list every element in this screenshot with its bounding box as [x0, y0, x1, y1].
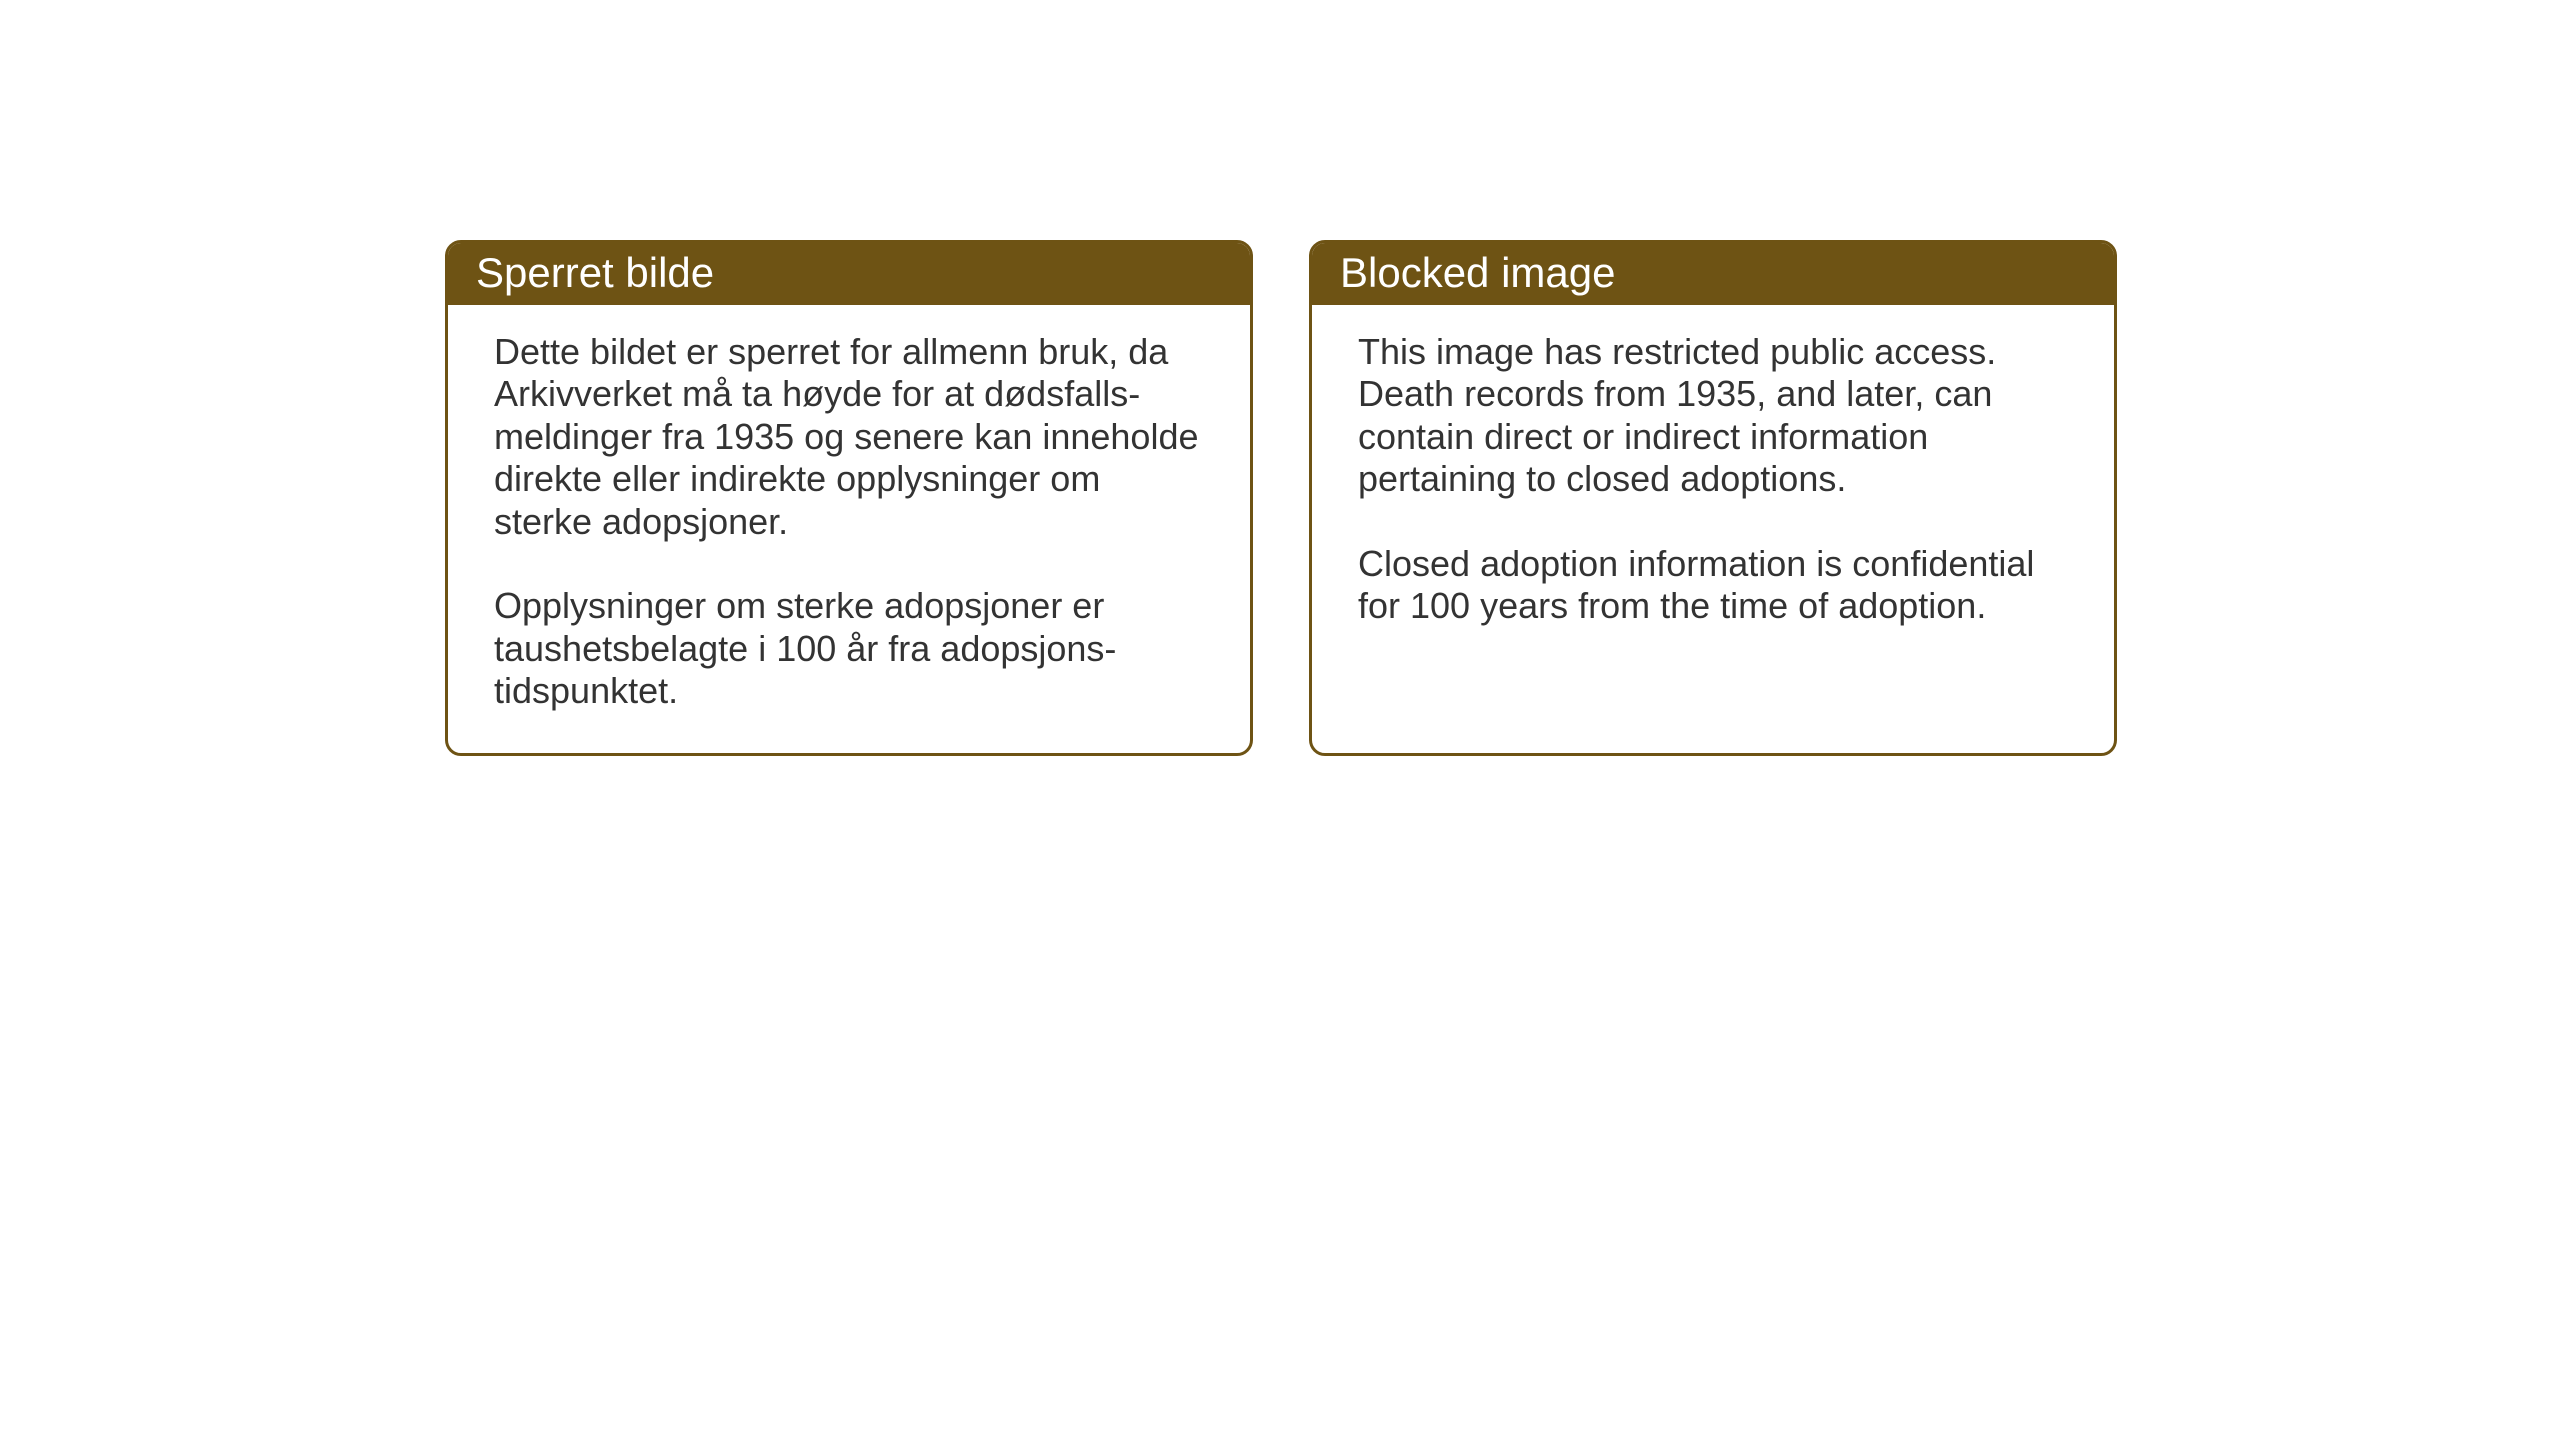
notice-body-english: This image has restricted public access.…	[1312, 305, 2114, 728]
notice-header-english: Blocked image	[1312, 243, 2114, 305]
notice-paragraph-2-norwegian: Opplysninger om sterke adopsjoner er tau…	[494, 585, 1204, 712]
notice-body-norwegian: Dette bildet er sperret for allmenn bruk…	[448, 305, 1250, 753]
notice-box-english: Blocked image This image has restricted …	[1309, 240, 2117, 756]
notice-paragraph-1-english: This image has restricted public access.…	[1358, 331, 2068, 501]
notice-title-english: Blocked image	[1340, 249, 1615, 296]
notice-title-norwegian: Sperret bilde	[476, 249, 714, 296]
notice-header-norwegian: Sperret bilde	[448, 243, 1250, 305]
notice-paragraph-1-norwegian: Dette bildet er sperret for allmenn bruk…	[494, 331, 1204, 543]
notice-box-norwegian: Sperret bilde Dette bildet er sperret fo…	[445, 240, 1253, 756]
notice-container: Sperret bilde Dette bildet er sperret fo…	[445, 240, 2117, 756]
notice-paragraph-2-english: Closed adoption information is confident…	[1358, 543, 2068, 628]
